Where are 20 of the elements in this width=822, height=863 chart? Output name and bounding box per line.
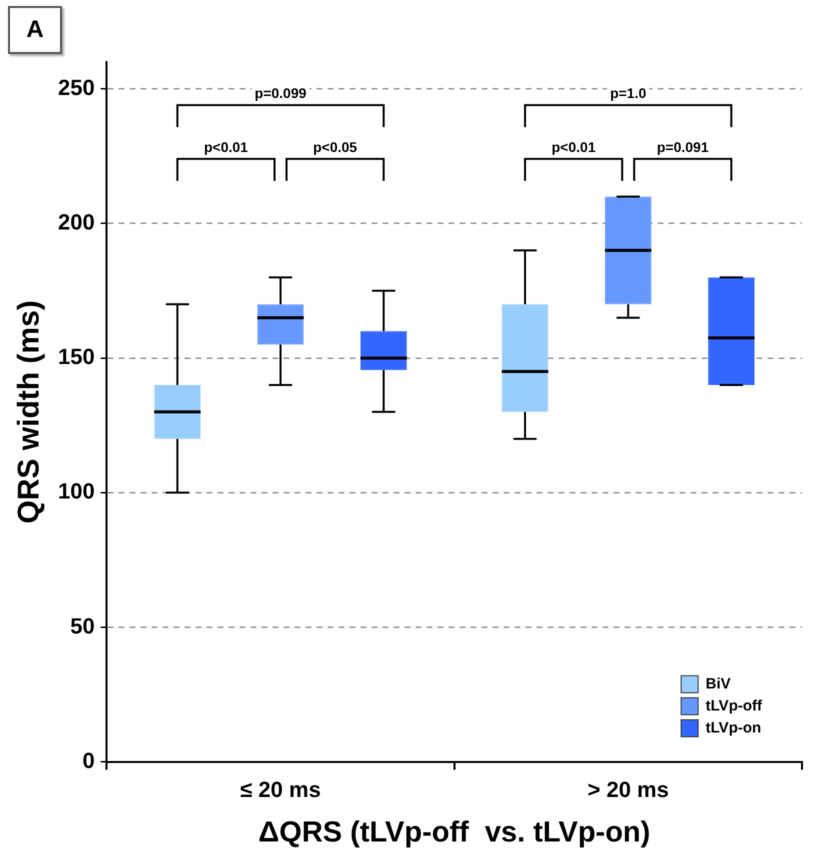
x-axis-title: ΔQRS (tLVp-off vs. tLVp-on) — [258, 816, 650, 849]
annotation: p=1.0 — [610, 84, 646, 101]
annotation: p<0.01 — [204, 138, 248, 155]
y-tick-label: 250 — [58, 74, 95, 100]
annotation: p=0.099 — [254, 84, 307, 101]
annotation: p<0.05 — [313, 138, 358, 155]
text: A — [8, 6, 62, 54]
annotation: p<0.01 — [552, 138, 596, 155]
y-tick-label: 100 — [58, 478, 95, 504]
y-tick-label: 50 — [70, 613, 95, 638]
legend-label: tLVp-off — [706, 697, 764, 714]
annotation: p=0.091 — [656, 138, 709, 155]
y-tick-label: 150 — [58, 344, 95, 370]
legend-label: BiV — [706, 675, 731, 692]
y-tick-label: 200 — [58, 210, 95, 235]
legend-label: tLVp-on — [706, 719, 762, 736]
y-tick-label: 0 — [82, 748, 95, 773]
x-tick-label: ≤ 20 ms — [240, 777, 321, 802]
y-axis-title: QRS width (ms) — [12, 300, 46, 524]
x-tick-label: > 20 ms — [588, 777, 669, 802]
